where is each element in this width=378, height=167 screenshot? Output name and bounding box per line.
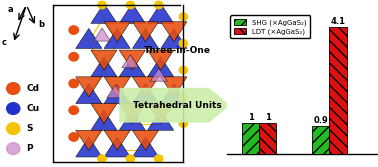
Polygon shape bbox=[104, 77, 130, 97]
Polygon shape bbox=[104, 84, 130, 104]
Bar bbox=[242, 123, 259, 154]
Text: P: P bbox=[26, 144, 33, 153]
Polygon shape bbox=[93, 28, 111, 41]
Polygon shape bbox=[119, 57, 146, 77]
Legend: SHG (×AgGaS₂), LDT (×AgGaS₂): SHG (×AgGaS₂), LDT (×AgGaS₂) bbox=[230, 15, 310, 38]
Polygon shape bbox=[104, 137, 130, 157]
Circle shape bbox=[70, 80, 78, 87]
Circle shape bbox=[6, 123, 20, 134]
Text: b: b bbox=[38, 20, 44, 29]
Polygon shape bbox=[91, 57, 117, 77]
Circle shape bbox=[155, 1, 163, 9]
Text: 4.1: 4.1 bbox=[330, 17, 345, 26]
Circle shape bbox=[126, 155, 135, 162]
Polygon shape bbox=[132, 77, 159, 97]
Polygon shape bbox=[76, 28, 102, 48]
Polygon shape bbox=[147, 57, 174, 77]
Polygon shape bbox=[119, 110, 146, 130]
Polygon shape bbox=[132, 137, 159, 157]
Text: c: c bbox=[2, 38, 7, 47]
Circle shape bbox=[69, 133, 79, 141]
Polygon shape bbox=[122, 55, 139, 68]
Polygon shape bbox=[119, 104, 146, 124]
Text: a: a bbox=[8, 5, 13, 14]
Circle shape bbox=[179, 40, 187, 47]
Polygon shape bbox=[76, 130, 102, 150]
Polygon shape bbox=[161, 84, 187, 104]
Circle shape bbox=[69, 106, 79, 114]
Polygon shape bbox=[104, 28, 130, 48]
Polygon shape bbox=[91, 110, 117, 130]
Circle shape bbox=[69, 53, 79, 61]
Polygon shape bbox=[119, 50, 146, 70]
Polygon shape bbox=[91, 3, 117, 23]
Polygon shape bbox=[119, 3, 146, 23]
Circle shape bbox=[98, 155, 106, 162]
Circle shape bbox=[70, 107, 78, 114]
Polygon shape bbox=[91, 50, 117, 70]
Polygon shape bbox=[104, 22, 130, 42]
Polygon shape bbox=[91, 104, 117, 124]
Polygon shape bbox=[161, 77, 187, 97]
Text: S: S bbox=[26, 124, 33, 133]
Polygon shape bbox=[76, 137, 102, 157]
Text: Cd: Cd bbox=[26, 84, 39, 93]
Circle shape bbox=[69, 79, 79, 88]
Polygon shape bbox=[132, 84, 159, 104]
Circle shape bbox=[98, 1, 106, 9]
Polygon shape bbox=[132, 130, 159, 150]
Bar bbox=[259, 123, 276, 154]
FancyArrow shape bbox=[120, 89, 228, 122]
Text: 0.9: 0.9 bbox=[313, 116, 328, 125]
Polygon shape bbox=[147, 104, 174, 124]
Circle shape bbox=[70, 26, 78, 34]
Bar bbox=[329, 27, 347, 154]
Circle shape bbox=[179, 120, 187, 127]
Polygon shape bbox=[104, 130, 130, 150]
Polygon shape bbox=[161, 22, 187, 42]
Text: Cu: Cu bbox=[26, 104, 40, 113]
Circle shape bbox=[6, 103, 20, 114]
Text: 1: 1 bbox=[248, 113, 254, 122]
Polygon shape bbox=[76, 77, 102, 97]
Polygon shape bbox=[161, 28, 187, 48]
Circle shape bbox=[179, 93, 187, 101]
Bar bbox=[312, 126, 329, 154]
Circle shape bbox=[179, 13, 187, 20]
Circle shape bbox=[126, 1, 135, 9]
Polygon shape bbox=[147, 110, 174, 130]
Circle shape bbox=[6, 143, 20, 154]
Circle shape bbox=[6, 83, 20, 94]
Circle shape bbox=[69, 26, 79, 34]
Circle shape bbox=[70, 133, 78, 141]
Polygon shape bbox=[107, 85, 124, 98]
Polygon shape bbox=[76, 84, 102, 104]
Text: 1: 1 bbox=[265, 113, 271, 122]
Circle shape bbox=[179, 66, 187, 74]
Circle shape bbox=[155, 155, 163, 162]
Circle shape bbox=[70, 53, 78, 60]
Polygon shape bbox=[132, 28, 159, 48]
Polygon shape bbox=[147, 50, 174, 70]
Polygon shape bbox=[132, 22, 159, 42]
Text: Tetrahedral Units: Tetrahedral Units bbox=[133, 101, 221, 110]
Text: Three-in-One: Three-in-One bbox=[143, 46, 211, 55]
Polygon shape bbox=[150, 68, 167, 81]
Polygon shape bbox=[147, 3, 174, 23]
